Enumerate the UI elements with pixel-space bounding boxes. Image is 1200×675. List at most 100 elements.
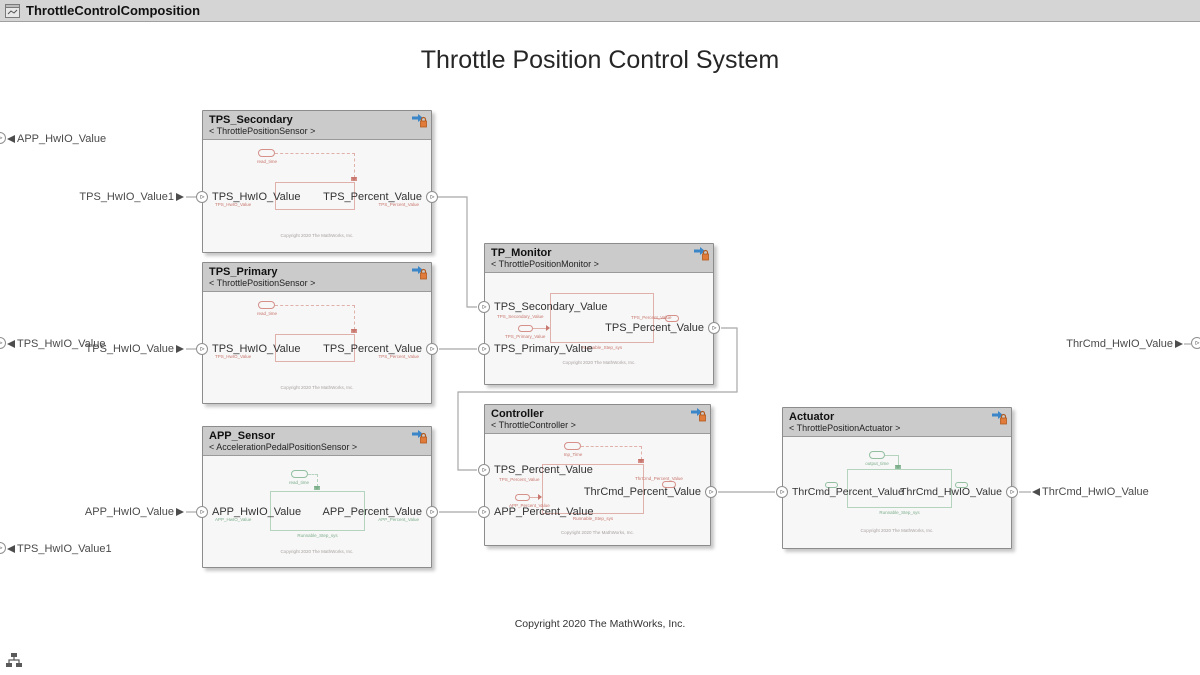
input-port[interactable]: ▹	[478, 301, 490, 313]
signal-tag-label: TPS_HwIO_Value1	[79, 191, 174, 203]
clock-oval	[564, 442, 581, 450]
inner-oval	[825, 482, 838, 488]
edge-port-label: APP_HwIO_Value	[17, 133, 107, 145]
library-link-lock-icon	[992, 410, 1008, 430]
input-port[interactable]: ▹	[478, 343, 490, 355]
signal-tag[interactable]: ThrCmd_HwIO_Value	[1032, 485, 1149, 499]
signal-arrow-icon	[7, 135, 15, 143]
library-link-lock-icon	[694, 246, 710, 266]
input-port[interactable]: ▹	[196, 191, 208, 203]
edge-port-label: ThrCmd_HwIO_Value	[1066, 338, 1173, 350]
runnable-label: Runnable_Step_sys	[572, 516, 614, 521]
input-port[interactable]: ▹	[196, 506, 208, 518]
signal-tag-label: APP_HwIO_Value	[84, 506, 174, 518]
dashed-wire	[308, 474, 318, 475]
input-port-label: TPS_Percent_Value	[494, 464, 593, 476]
block-name: APP_Sensor	[209, 430, 276, 442]
simulink-model-icon	[5, 3, 20, 18]
signal-tag-label: ThrCmd_HwIO_Value	[1042, 486, 1149, 498]
wire-arrow-icon	[351, 177, 357, 181]
block-body: read_time TPS_HwIO_Value TPS_Percent_Val…	[203, 292, 431, 403]
library-link-lock-icon	[412, 113, 428, 133]
dashed-wire	[275, 153, 355, 154]
clock-oval	[291, 470, 308, 478]
block-tps-primary[interactable]: TPS_Primary < ThrottlePositionSensor > r…	[196, 262, 438, 404]
input-port[interactable]: ▹	[478, 464, 490, 476]
wire-arrow-icon	[895, 465, 901, 469]
signal-arrow-icon	[7, 340, 15, 348]
signal-tag[interactable]: APP_HwIO_Value	[60, 505, 184, 519]
edge-input-port[interactable]: ▹	[0, 337, 6, 349]
model-browser-toggle[interactable]	[4, 651, 24, 669]
block-header: TPS_Secondary < ThrottlePositionSensor >	[203, 111, 431, 140]
output-port[interactable]: ▹	[426, 506, 438, 518]
block-controller[interactable]: Controller < ThrottleController > Inp_Ti…	[478, 404, 717, 546]
dashed-wire	[641, 446, 642, 460]
block-header: TP_Monitor < ThrottlePositionMonitor >	[485, 244, 713, 273]
dashed-wire	[581, 446, 642, 447]
input-port-label: ThrCmd_Percent_Value	[792, 486, 904, 498]
input-port[interactable]: ▹	[478, 506, 490, 518]
inner-port-label: APP_HwIO_Value	[215, 517, 252, 522]
edge-port-label-row: TPS_HwIO_Value1	[7, 542, 112, 556]
clock-label: output_time	[865, 461, 889, 466]
block-body: read_time TPS_HwIO_Value TPS_Percent_Val…	[203, 140, 431, 252]
diagram-copyright: Copyright 2020 The MathWorks, Inc.	[514, 618, 686, 630]
dashed-wire	[354, 153, 355, 178]
clock-oval	[258, 301, 275, 309]
hierarchy-tree-icon	[6, 653, 22, 667]
inner-port-label: TPS_Percent_Value	[631, 315, 672, 320]
input-port-label: TPS_HwIO_Value	[212, 343, 301, 355]
edge-input-port[interactable]: ▹	[0, 132, 6, 144]
signal-arrow-icon	[176, 193, 184, 201]
inner-wire	[898, 455, 899, 466]
clock-oval	[869, 451, 885, 459]
signal-tag[interactable]: TPS_HwIO_Value	[60, 342, 184, 356]
wire-arrow-icon	[538, 494, 542, 500]
edge-port-label-row: ThrCmd_HwIO_Value	[1066, 337, 1183, 351]
inner-wire	[530, 497, 539, 498]
clock-label: read_time	[256, 311, 277, 316]
output-port[interactable]: ▹	[426, 343, 438, 355]
signal-arrow-icon	[7, 545, 15, 553]
output-port[interactable]: ▹	[705, 486, 717, 498]
edge-input-port[interactable]: ▹	[0, 542, 6, 554]
output-port[interactable]: ▹	[1006, 486, 1018, 498]
block-body: output_time ThrCmd_Percent_Value ThrCmd_…	[783, 437, 1011, 548]
block-name: TP_Monitor	[491, 247, 552, 259]
block-stereotype: < ThrottleController >	[491, 420, 576, 430]
block-copyright: Copyright 2020 The MathWorks, Inc.	[560, 530, 635, 535]
inner-oval	[518, 325, 533, 332]
signal-arrow-icon	[176, 345, 184, 353]
block-stereotype: < ThrottlePositionActuator >	[789, 423, 901, 433]
block-app-sensor[interactable]: APP_Sensor < AccelerationPedalPositionSe…	[196, 426, 438, 568]
edge-port-label: TPS_HwIO_Value1	[17, 543, 112, 555]
clock-label: read_time	[256, 159, 277, 164]
wire-arrow-icon	[314, 486, 320, 490]
block-tp-monitor[interactable]: TP_Monitor < ThrottlePositionMonitor > T…	[478, 243, 720, 385]
inner-port-label: TPS_Percent_Value	[378, 354, 419, 359]
window-title: ThrottleControlComposition	[26, 3, 201, 18]
input-port[interactable]: ▹	[196, 343, 208, 355]
output-port[interactable]: ▹	[426, 191, 438, 203]
block-name: Controller	[491, 408, 544, 420]
edge-output-port[interactable]: ▹	[1191, 337, 1200, 349]
library-link-lock-icon	[691, 407, 707, 427]
block-tps-secondary[interactable]: TPS_Secondary < ThrottlePositionSensor >…	[196, 110, 438, 253]
library-link-lock-icon	[412, 429, 428, 449]
block-actuator[interactable]: Actuator < ThrottlePositionActuator > ou…	[776, 407, 1018, 549]
input-port-label: APP_HwIO_Value	[212, 506, 302, 518]
block-stereotype: < ThrottlePositionSensor >	[209, 126, 316, 136]
output-port-label: ThrCmd_HwIO_Value	[900, 486, 1002, 498]
input-port-label: TPS_Secondary_Value	[494, 301, 608, 313]
output-port-label: ThrCmd_Percent_Value	[583, 486, 701, 498]
input-port[interactable]: ▹	[776, 486, 788, 498]
runnable-label: Runnable_Step_sys	[297, 533, 338, 538]
output-port[interactable]: ▹	[708, 322, 720, 334]
inner-port-label: APP_Percent_Value	[378, 517, 419, 522]
wire-arrow-icon	[351, 329, 357, 333]
block-name: Actuator	[789, 411, 835, 423]
signal-tag[interactable]: TPS_HwIO_Value1	[60, 190, 184, 204]
diagram-title: Throttle Position Control System	[420, 46, 780, 74]
runnable-label: Runnable_Step_sys	[879, 510, 920, 515]
